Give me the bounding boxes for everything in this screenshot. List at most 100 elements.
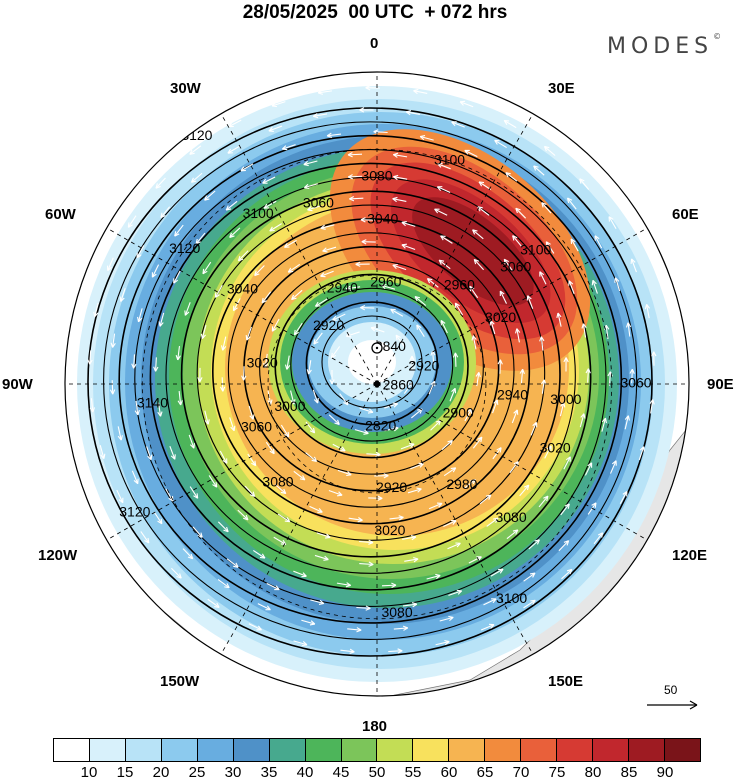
- wind-arrow-head: [357, 517, 363, 523]
- contour-label: 3120: [119, 503, 150, 519]
- wind-arrow: [127, 215, 137, 228]
- wind-arrow-head: [437, 162, 443, 168]
- wind-arrow: [511, 409, 518, 424]
- wind-arrow: [490, 568, 504, 577]
- wind-arrow-head: [539, 336, 545, 342]
- contour-line: [305, 301, 439, 426]
- wind-arrow-head: [543, 495, 549, 502]
- wind-arrow: [346, 331, 360, 337]
- wind-arrow-head: [355, 261, 361, 267]
- wind-arrow: [472, 229, 484, 240]
- wind-arrow-head: [284, 517, 291, 523]
- wind-arrow: [393, 154, 408, 158]
- wind-arrow: [99, 445, 105, 459]
- colorbar-tick-label: 90: [656, 764, 674, 781]
- wind-arrow-head: [117, 435, 123, 441]
- wind-arrow-head: [454, 302, 460, 309]
- wind-arrow-head: [343, 399, 349, 406]
- wind-arrow-head: [223, 526, 229, 533]
- contour-line: [165, 176, 576, 574]
- wind-arrow-head: [368, 561, 374, 567]
- wind-arrow: [561, 569, 573, 580]
- wind-arrow: [320, 224, 335, 229]
- wind-arrow-head: [416, 487, 422, 493]
- wind-arrow-head: [515, 328, 521, 334]
- wind-arrow-head: [497, 359, 503, 365]
- wind-arrow: [159, 312, 165, 327]
- wind-arrow-head: [624, 415, 630, 421]
- wind-arrow: [222, 336, 227, 351]
- wind-arrow: [503, 258, 513, 271]
- contour-label: 3080: [262, 474, 293, 490]
- wind-arrow-head: [630, 258, 636, 264]
- wind-arrow: [280, 424, 290, 438]
- wind-arrow-head: [136, 252, 142, 259]
- wind-arrow-head: [447, 439, 453, 446]
- wind-arrow: [201, 325, 207, 339]
- wind-arrow: [638, 446, 645, 461]
- wind-arrow-head: [200, 333, 206, 340]
- wind-arrow: [544, 145, 556, 156]
- wind-arrow-head: [608, 216, 614, 222]
- contour-label: 3020: [247, 354, 278, 370]
- wind-arrow-head: [539, 271, 545, 277]
- wind-arrow: [392, 264, 407, 271]
- wind-arrow-head: [325, 533, 331, 539]
- wind-arrow-head: [329, 379, 335, 385]
- wind-arrow-head: [367, 408, 374, 414]
- wind-arrow-head: [134, 409, 140, 416]
- wind-arrow: [416, 324, 425, 338]
- wind-arrow-head: [363, 429, 369, 435]
- wind-arrow: [441, 440, 453, 451]
- wind-arrow: [111, 380, 114, 395]
- wind-arrow: [454, 302, 464, 316]
- contour-line: [118, 134, 623, 624]
- wind-arrow-head: [541, 202, 547, 208]
- wind-arrow: [410, 463, 424, 470]
- colorbar-tick-label: 50: [368, 764, 386, 781]
- colorbar-tick-label: 10: [80, 764, 98, 781]
- wind-arrow-head: [240, 166, 246, 172]
- wind-arrow: [282, 144, 296, 150]
- contour-line: [87, 107, 653, 657]
- wind-arrow-head: [189, 443, 195, 449]
- wind-arrow-head: [493, 399, 499, 405]
- contour-label: 3060: [303, 194, 334, 210]
- wind-speed-colorbar: [53, 738, 701, 762]
- wind-arrow: [332, 313, 346, 321]
- wind-arrow: [582, 323, 587, 338]
- jet-streak: [412, 197, 534, 306]
- wind-arrow: [316, 532, 331, 538]
- wind-arrow-head: [392, 196, 398, 203]
- wind-arrow-head: [556, 312, 562, 319]
- wind-arrow: [559, 402, 565, 417]
- wind-arrow: [229, 227, 241, 238]
- meridian: [220, 383, 378, 655]
- wind-arrow: [227, 145, 241, 154]
- wind-arrow-head: [472, 229, 478, 235]
- wind-arrow: [248, 405, 254, 420]
- wind-arrow: [117, 426, 122, 441]
- wind-arrow-head: [347, 174, 354, 180]
- wind-arrow: [533, 165, 545, 176]
- wind-arrow: [360, 306, 375, 309]
- wind-arrow: [313, 332, 323, 345]
- wind-arrow-head: [397, 648, 403, 654]
- wind-arrow-head: [370, 326, 377, 332]
- wind-arrow-head: [503, 119, 510, 125]
- wind-arrow: [464, 149, 478, 158]
- wind-arrow: [440, 320, 448, 334]
- colorbar-swatch: [125, 739, 162, 761]
- wind-arrow: [519, 484, 530, 497]
- wind-arrow: [430, 420, 441, 431]
- colorbar-swatch: [197, 739, 234, 761]
- contour-label: 3140: [137, 394, 168, 410]
- colorbar-swatch: [377, 739, 414, 761]
- wind-arrow: [214, 285, 223, 298]
- wind-arrow-head: [318, 599, 325, 605]
- colorbar-swatch: [413, 739, 450, 761]
- wind-arrow: [346, 286, 361, 290]
- wind-arrow: [208, 475, 218, 488]
- wind-arrow-head: [175, 355, 181, 361]
- wind-arrow: [451, 121, 465, 128]
